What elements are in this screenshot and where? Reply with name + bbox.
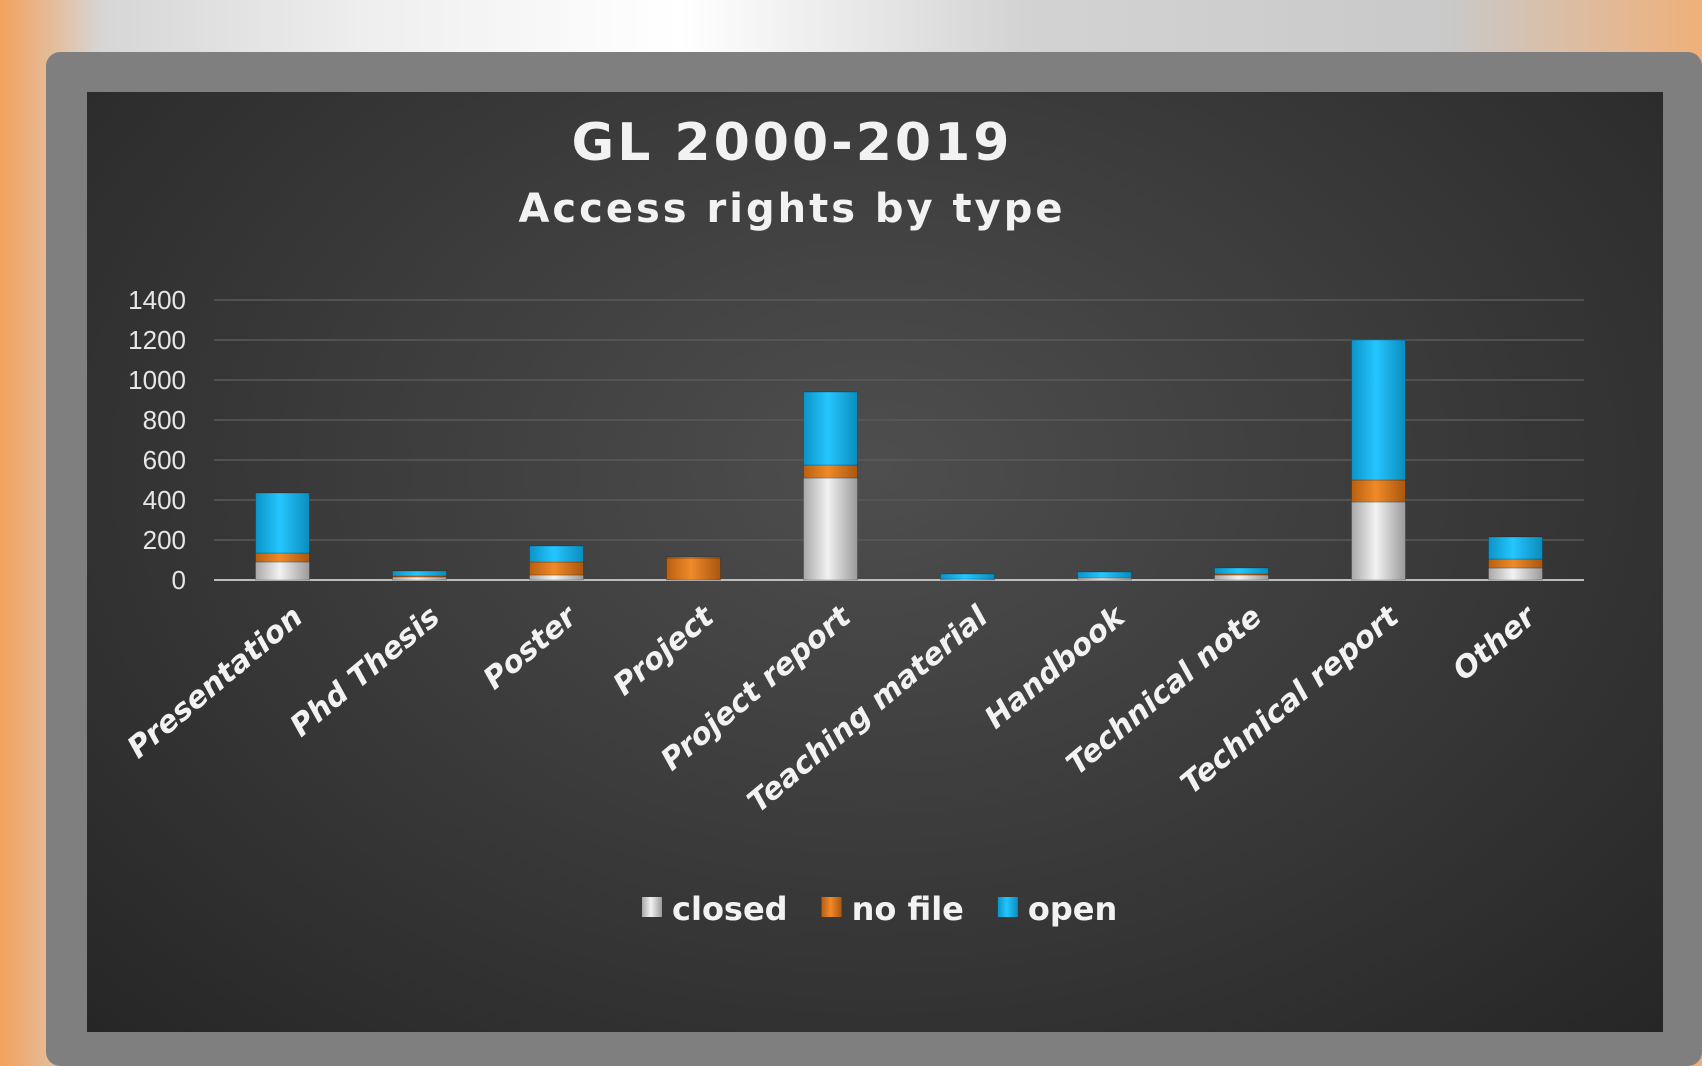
bar-segment-open <box>1214 567 1269 575</box>
y-tick-label: 800 <box>143 405 186 435</box>
bar-segment-open <box>803 391 858 466</box>
legend-label: no file <box>852 890 964 928</box>
bar-segment-no-file <box>529 561 584 576</box>
bar-segment-closed <box>255 561 310 581</box>
legend-swatch-open <box>997 897 1018 917</box>
bar-segment-closed <box>529 574 584 581</box>
bar-segment-no-file <box>666 557 721 581</box>
legend-swatch-no-file <box>821 897 842 917</box>
chart-subtitle: Access rights by type <box>518 186 1065 232</box>
legend: closed no file open <box>642 890 1117 928</box>
bar-segment-open <box>392 570 447 577</box>
bar-segment-open <box>1351 339 1406 481</box>
bar-segment-closed <box>1351 501 1406 581</box>
bar-segment-no-file <box>1351 479 1406 503</box>
bar-segment-open <box>940 573 995 580</box>
chart-panel: GL 2000-2019 Access rights by type 0 200 4… <box>87 92 1663 1032</box>
bar-segment-no-file <box>255 552 310 563</box>
x-tick-label: Teaching material <box>741 599 995 820</box>
bar-segment-open <box>255 492 310 554</box>
x-tick-label: Phd Thesis <box>284 599 447 744</box>
legend-label: closed <box>672 890 788 928</box>
x-tick-label: Technical report <box>1174 598 1407 801</box>
y-tick-label: 1400 <box>128 285 186 315</box>
chart-title: GL 2000-2019 <box>572 113 1013 173</box>
bar-segment-open <box>1488 536 1543 560</box>
x-tick-label: Project <box>607 598 722 703</box>
x-tick-label: Poster <box>477 598 585 697</box>
bar-segment-open <box>666 556 721 559</box>
bar-segment-closed <box>392 576 447 581</box>
x-tick-label: Other <box>1446 598 1544 688</box>
bar-segment-no-file <box>803 464 858 479</box>
bar-segment-closed <box>803 477 858 581</box>
y-tick-label: 400 <box>143 485 186 515</box>
bars <box>255 339 1543 581</box>
bar-segment-open <box>529 545 584 563</box>
y-tick-label: 600 <box>143 445 186 475</box>
stacked-bar-chart: GL 2000-2019 Access rights by type 0 200 4… <box>121 113 1584 928</box>
y-tick-label: 0 <box>172 565 186 595</box>
x-tick-label: Presentation <box>121 599 310 765</box>
bar-segment-closed <box>1488 567 1543 581</box>
y-tick-label: 200 <box>143 525 186 555</box>
bar-segment-closed <box>1214 574 1269 581</box>
y-tick-label: 1000 <box>128 365 186 395</box>
legend-label: open <box>1028 890 1117 928</box>
y-tick-label: 1200 <box>128 325 186 355</box>
y-axis: 0 200 400 600 800 1000 1200 1400 <box>128 285 186 595</box>
bar-segment-open <box>1077 571 1132 579</box>
legend-swatch-closed <box>642 897 662 917</box>
bar-segment-no-file <box>1488 558 1543 569</box>
